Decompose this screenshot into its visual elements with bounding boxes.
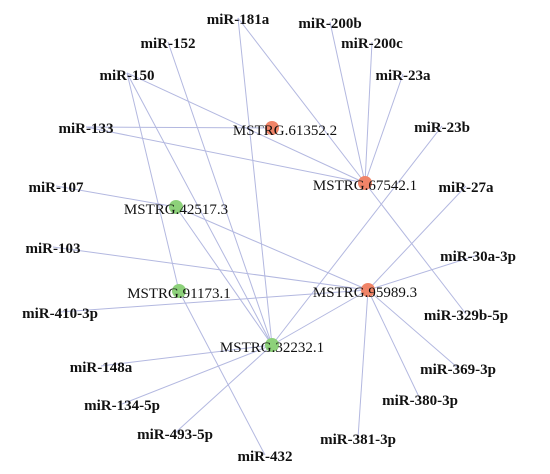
mstrg-label: MSTRG.42517.3 bbox=[124, 202, 228, 218]
mstrg-label: MSTRG.61352.2 bbox=[233, 123, 337, 139]
mstrg-node-e[interactable] bbox=[361, 283, 375, 297]
mirna-label: miR-23b bbox=[414, 120, 470, 136]
mirna-label: miR-329b-5p bbox=[424, 308, 508, 324]
edge-m5-D bbox=[126, 72, 180, 292]
edge-m19-F bbox=[174, 344, 273, 434]
mirna-label: miR-107 bbox=[29, 180, 84, 196]
edge-m2-B bbox=[329, 21, 366, 184]
mstrg-node-d[interactable] bbox=[172, 284, 186, 298]
edge-m15-F bbox=[100, 344, 273, 367]
edge-m4-B bbox=[364, 41, 373, 184]
mirna-label: miR-381-3p bbox=[320, 432, 396, 448]
edge-m1-B bbox=[237, 17, 366, 184]
edge-m18-E bbox=[367, 289, 421, 400]
edge-F-E bbox=[271, 289, 369, 346]
mirna-label: miR-493-5p bbox=[137, 427, 213, 443]
mirna-label: miR-432 bbox=[238, 449, 293, 465]
mirna-label: miR-369-3p bbox=[420, 362, 496, 378]
mirna-label: miR-200c bbox=[341, 36, 403, 52]
mirna-label: miR-410-3p bbox=[22, 306, 98, 322]
mirna-label: miR-134-5p bbox=[84, 398, 160, 414]
mstrg-label: MSTRG.32232.1 bbox=[220, 340, 324, 356]
edge-m1-F bbox=[237, 17, 273, 346]
node-layer bbox=[169, 121, 375, 352]
label-layer: MSTRG.61352.2 MSTRG.67542.1 MSTRG.42517.3 M… bbox=[22, 12, 516, 465]
mstrg-node-f[interactable] bbox=[265, 338, 279, 352]
edge-m17-F bbox=[121, 344, 273, 405]
edge-m8-F bbox=[271, 125, 443, 346]
edge-m7-B bbox=[85, 126, 366, 184]
mirna-label: miR-27a bbox=[439, 180, 494, 196]
edge-m16-E bbox=[367, 289, 459, 369]
edge-m21-D bbox=[178, 290, 266, 456]
edge-m14-B bbox=[364, 182, 467, 315]
mstrg-node-b[interactable] bbox=[358, 176, 372, 190]
mstrg-label: MSTRG.67542.1 bbox=[313, 178, 417, 194]
edge-m6-B bbox=[364, 73, 404, 184]
mstrg-node-a[interactable] bbox=[265, 121, 279, 135]
edge-m3-F bbox=[167, 41, 273, 346]
edge-layer bbox=[52, 17, 479, 456]
mirna-label: miR-148a bbox=[70, 360, 133, 376]
edge-C-F bbox=[175, 206, 273, 346]
mirna-label: miR-152 bbox=[141, 36, 196, 52]
edge-m7-A bbox=[85, 126, 273, 129]
mirna-label: miR-150 bbox=[100, 68, 155, 84]
edge-m13-E bbox=[59, 289, 369, 313]
edge-m12-E bbox=[367, 254, 479, 291]
mstrg-node-c[interactable] bbox=[169, 200, 183, 214]
edge-m5-F bbox=[126, 72, 273, 346]
mirna-label: miR-181a bbox=[207, 12, 270, 28]
mirna-label: miR-103 bbox=[26, 241, 81, 257]
mstrg-label: MSTRG.95989.3 bbox=[313, 285, 417, 301]
mirna-label: miR-380-3p bbox=[382, 393, 458, 409]
mstrg-label: MSTRG.91173.1 bbox=[127, 286, 231, 302]
edge-m9-C bbox=[55, 185, 177, 208]
edge-m10-E bbox=[367, 185, 467, 291]
edge-C-E bbox=[175, 206, 369, 291]
mirna-label: miR-133 bbox=[59, 121, 114, 137]
edge-m20-E bbox=[357, 289, 369, 439]
mirna-label: miR-200b bbox=[298, 16, 361, 32]
mirna-label: miR-23a bbox=[376, 68, 431, 84]
edge-m11-E bbox=[52, 246, 369, 291]
mirna-label: miR-30a-3p bbox=[440, 249, 516, 265]
